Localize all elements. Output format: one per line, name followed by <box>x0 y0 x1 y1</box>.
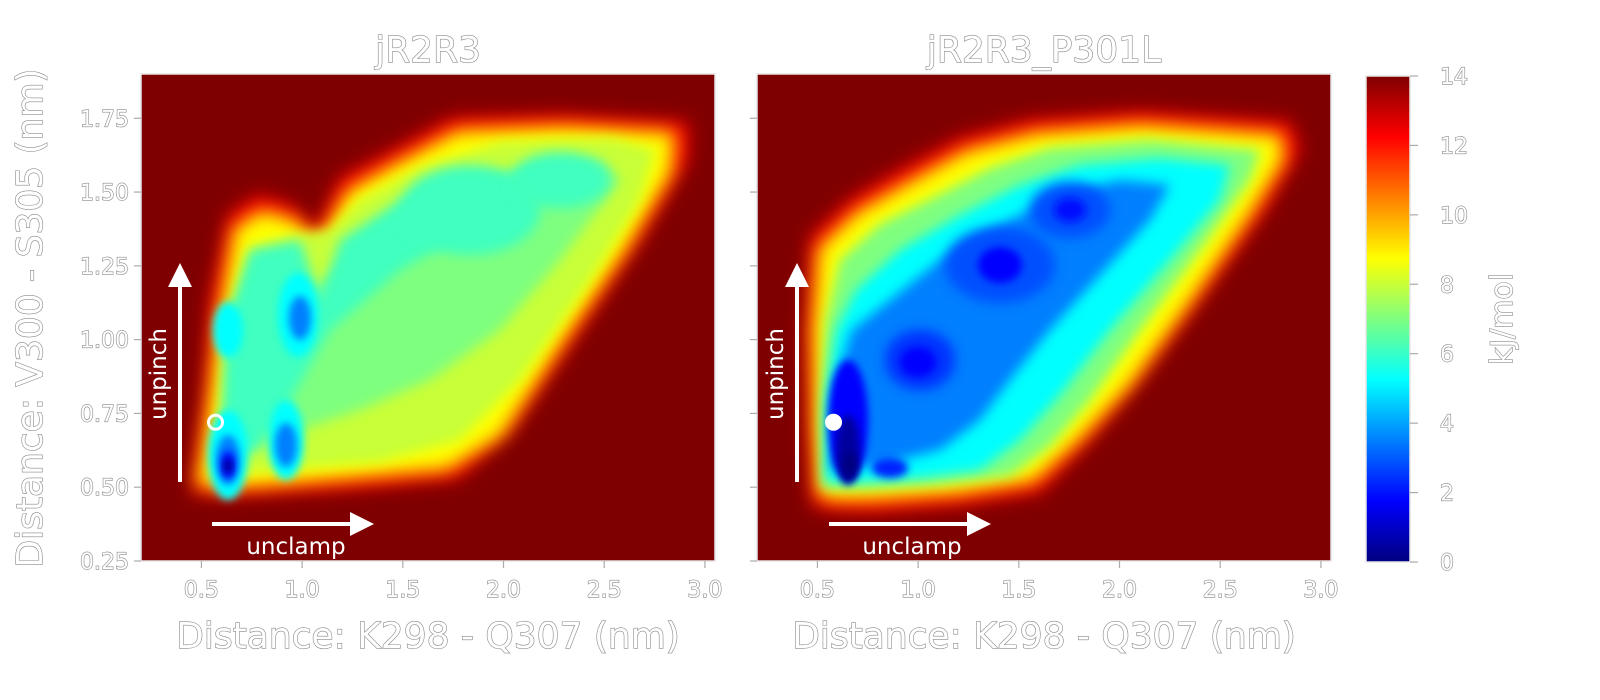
x-tick-label: 1.5 <box>385 578 420 603</box>
colorbar-tick-label: 10 <box>1440 204 1468 229</box>
y-tick-label: 1.25 <box>80 255 129 280</box>
title-left: jR2R3 <box>374 30 481 71</box>
x-tick-label: 3.0 <box>1303 578 1338 603</box>
axis-right: 0.5 1.0 1.5 2.0 2.5 3.0 <box>750 117 1339 604</box>
state-marker-right <box>825 413 843 431</box>
x-tick-label: 2.5 <box>587 578 622 603</box>
y-tick-label: 0.50 <box>80 476 129 501</box>
heatmap-left <box>192 115 688 500</box>
colorbar-tick-label: 12 <box>1440 134 1468 159</box>
annotation-unclamp-right: unclamp <box>862 534 961 560</box>
heatmap-right <box>806 112 1300 512</box>
xlabel-left: Distance: K298 - Q307 (nm) <box>176 616 680 657</box>
colorbar-tick-label: 2 <box>1440 482 1454 507</box>
xlabel-right: Distance: K298 - Q307 (nm) <box>792 616 1296 657</box>
x-tick-label: 1.5 <box>1001 578 1036 603</box>
y-tick-label: 0.25 <box>80 550 129 575</box>
x-tick-label: 1.0 <box>901 578 936 603</box>
colorbar-tick-label: 4 <box>1440 412 1454 437</box>
x-tick-label: 3.0 <box>687 578 722 603</box>
colorbar-tick-label: 8 <box>1440 273 1454 298</box>
annotation-unpinch-right: unpinch <box>763 328 789 420</box>
state-marker-left <box>207 413 225 431</box>
plot-frame-right <box>756 73 1332 562</box>
annotation-unclamp-left: unclamp <box>246 534 345 560</box>
title-right: jR2R3_P301L <box>926 30 1161 71</box>
colorbar-tick-label: 6 <box>1440 343 1454 368</box>
annotation-unpinch-left: unpinch <box>146 328 172 420</box>
colorbar-tick-label: 0 <box>1440 551 1454 576</box>
colorbar-label: kJ/mol <box>1485 273 1520 365</box>
x-tick-label: 0.5 <box>184 578 219 603</box>
panel-left: 0.5 1.0 1.5 2.0 2.5 3.0 0.25 0.50 0.75 1.00 1.25 1.… <box>9 29 723 657</box>
x-tick-label: 0.5 <box>800 578 835 603</box>
y-tick-label: 1.75 <box>80 107 129 132</box>
colorbar-gradient <box>1365 75 1411 563</box>
axis-left: 0.5 1.0 1.5 2.0 2.5 3.0 0.25 0.50 0.75 1.00 1.25 1.… <box>79 107 723 604</box>
y-tick-label: 0.75 <box>80 402 129 427</box>
x-tick-label: 2.0 <box>1102 578 1137 603</box>
x-tick-label: 2.0 <box>486 578 521 603</box>
ylabel-left: Distance: V300 - S305 (nm) <box>10 68 51 567</box>
colorbar-tick-label: 14 <box>1440 65 1468 90</box>
y-tick-label: 1.00 <box>80 329 129 354</box>
x-tick-label: 2.5 <box>1203 578 1238 603</box>
x-tick-label: 1.0 <box>285 578 320 603</box>
plot-frame-left <box>140 73 716 562</box>
panel-right: 0.5 1.0 1.5 2.0 2.5 3.0 unpinch unclamp jR2R3… <box>750 29 1339 658</box>
colorbar-ticks: 0 2 4 6 8 10 12 14 <box>1410 64 1469 577</box>
y-tick-label: 1.50 <box>80 181 129 206</box>
colorbar: 0 2 4 6 8 10 12 14 kJ/mol <box>1365 64 1521 577</box>
